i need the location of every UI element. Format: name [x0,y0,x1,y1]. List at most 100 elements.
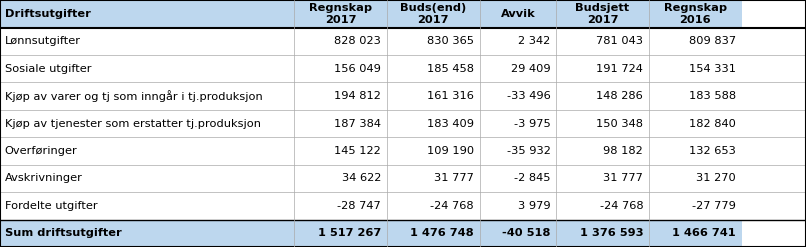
Text: 830 365: 830 365 [427,36,474,46]
Text: 145 122: 145 122 [334,146,381,156]
Text: 183 409: 183 409 [427,119,474,129]
Text: -3 975: -3 975 [513,119,550,129]
Text: 109 190: 109 190 [427,146,474,156]
Text: 3 979: 3 979 [518,201,550,211]
Bar [294,0,387,28]
Text: 1 517 267: 1 517 267 [318,228,381,238]
Bar [480,82,556,110]
Bar [387,55,480,82]
Bar [0,0,294,28]
Bar [649,0,742,28]
Bar [0,165,294,192]
Text: -33 496: -33 496 [507,91,550,101]
Bar [649,28,742,55]
Text: 154 331: 154 331 [689,64,736,74]
Text: -40 518: -40 518 [502,228,550,238]
Text: 1 466 741: 1 466 741 [672,228,736,238]
Bar [649,55,742,82]
Text: 150 348: 150 348 [596,119,643,129]
Text: Kjøp av varer og tj som inngår i tj.produksjon: Kjøp av varer og tj som inngår i tj.prod… [5,90,263,102]
Bar [0,192,294,220]
Bar [480,55,556,82]
Text: 98 182: 98 182 [604,146,643,156]
Bar [294,137,387,165]
Bar [0,220,294,247]
Text: Kjøp av tjenester som erstatter tj.produksjon: Kjøp av tjenester som erstatter tj.produ… [5,119,261,129]
Bar [556,137,649,165]
Text: Regnskap
2017: Regnskap 2017 [309,3,372,25]
Bar [387,165,480,192]
Bar [556,110,649,137]
Bar [649,137,742,165]
Text: 34 622: 34 622 [342,173,381,184]
Text: 182 840: 182 840 [689,119,736,129]
Text: 185 458: 185 458 [427,64,474,74]
Bar [649,165,742,192]
Text: Regnskap
2016: Regnskap 2016 [663,3,727,25]
Text: 31 777: 31 777 [434,173,474,184]
Text: Budsjett
2017: Budsjett 2017 [575,3,629,25]
Text: Fordelte utgifter: Fordelte utgifter [5,201,98,211]
Text: -28 747: -28 747 [338,201,381,211]
Text: Sum driftsutgifter: Sum driftsutgifter [5,228,122,238]
Bar [649,82,742,110]
Text: -2 845: -2 845 [514,173,550,184]
Bar [480,165,556,192]
Bar [480,220,556,247]
Bar [294,82,387,110]
Text: 29 409: 29 409 [511,64,550,74]
Text: 31 270: 31 270 [696,173,736,184]
Bar [480,137,556,165]
Text: 1 376 593: 1 376 593 [580,228,643,238]
Bar [480,0,556,28]
Text: -24 768: -24 768 [600,201,643,211]
Bar [556,165,649,192]
Bar [294,220,387,247]
Bar [480,28,556,55]
Bar [387,82,480,110]
Text: 156 049: 156 049 [334,64,381,74]
Text: Avvik: Avvik [501,9,535,19]
Bar [387,192,480,220]
Bar [0,137,294,165]
Text: 194 812: 194 812 [334,91,381,101]
Bar [294,192,387,220]
Bar [294,55,387,82]
Text: Avskrivninger: Avskrivninger [5,173,83,184]
Text: 828 023: 828 023 [334,36,381,46]
Bar [649,192,742,220]
Bar [387,220,480,247]
Text: 31 777: 31 777 [604,173,643,184]
Text: 187 384: 187 384 [334,119,381,129]
Text: 2 342: 2 342 [518,36,550,46]
Bar [556,55,649,82]
Text: -24 768: -24 768 [430,201,474,211]
Text: 809 837: 809 837 [689,36,736,46]
Bar [480,110,556,137]
Text: Sosiale utgifter: Sosiale utgifter [5,64,91,74]
Bar [556,220,649,247]
Text: 1 476 748: 1 476 748 [410,228,474,238]
Text: 183 588: 183 588 [689,91,736,101]
Bar [0,28,294,55]
Bar [294,165,387,192]
Text: Overføringer: Overføringer [5,146,77,156]
Bar [556,82,649,110]
Bar [0,110,294,137]
Text: 191 724: 191 724 [596,64,643,74]
Text: Buds(end)
2017: Buds(end) 2017 [400,3,467,25]
Text: -35 932: -35 932 [507,146,550,156]
Text: Driftsutgifter: Driftsutgifter [5,9,91,19]
Bar [0,82,294,110]
Bar [387,110,480,137]
Text: 161 316: 161 316 [427,91,474,101]
Bar [294,28,387,55]
Bar [387,137,480,165]
Text: -27 779: -27 779 [692,201,736,211]
Bar [387,28,480,55]
Bar [556,0,649,28]
Text: 781 043: 781 043 [596,36,643,46]
Text: 148 286: 148 286 [596,91,643,101]
Bar [556,28,649,55]
Bar [480,192,556,220]
